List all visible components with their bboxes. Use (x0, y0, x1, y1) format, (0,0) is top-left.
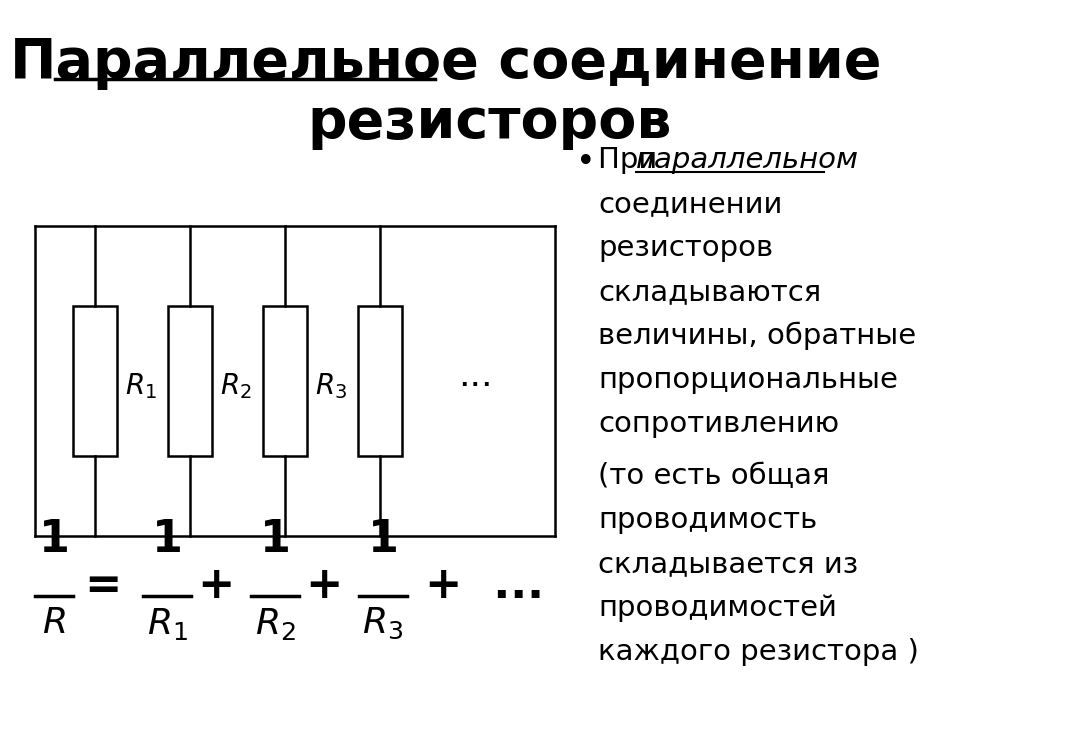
Text: проводимостей: проводимостей (598, 594, 837, 622)
Text: резисторов: резисторов (598, 234, 774, 262)
Text: $R$: $R$ (42, 606, 66, 640)
Text: =: = (85, 565, 122, 608)
Bar (168, 306, 212, 456)
Text: +: + (305, 565, 343, 608)
Text: +: + (197, 565, 234, 608)
Text: сопротивлению: сопротивлению (598, 410, 839, 438)
Bar (73, 306, 117, 456)
Text: (то есть общая: (то есть общая (598, 462, 830, 490)
Text: ...: ... (458, 359, 493, 393)
Text: $R_2$: $R_2$ (255, 606, 295, 642)
Text: Параллельное: Параллельное (10, 36, 480, 90)
Text: 1: 1 (368, 518, 398, 561)
Text: $R_2$: $R_2$ (220, 371, 252, 401)
Bar (263, 306, 307, 456)
Text: резисторов: резисторов (308, 96, 673, 150)
Text: 1: 1 (152, 518, 182, 561)
Text: $R_3$: $R_3$ (315, 371, 347, 401)
Text: параллельном: параллельном (636, 146, 859, 174)
Text: 1: 1 (38, 518, 69, 561)
Text: каждого резистора ): каждого резистора ) (598, 638, 919, 666)
Text: соединении: соединении (598, 190, 782, 218)
Text: $R_1$: $R_1$ (146, 606, 188, 642)
Text: складываются: складываются (598, 278, 821, 306)
Bar (358, 306, 403, 456)
Text: величины, обратные: величины, обратные (598, 322, 916, 351)
Text: $R_3$: $R_3$ (362, 606, 404, 641)
Text: •: • (576, 146, 596, 179)
Text: складывается из: складывается из (598, 550, 858, 578)
Text: проводимость: проводимость (598, 506, 817, 534)
Text: 1: 1 (259, 518, 291, 561)
Text: +  ...: + ... (425, 565, 544, 608)
Text: соединение: соединение (478, 36, 881, 90)
Text: При: При (598, 146, 666, 174)
Text: $R_1$: $R_1$ (125, 371, 157, 401)
Text: пропорциональные: пропорциональные (598, 366, 898, 394)
